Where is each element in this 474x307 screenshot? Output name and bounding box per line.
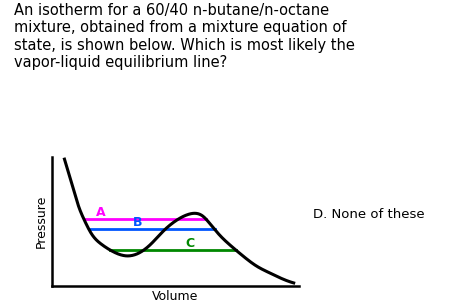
Text: B: B xyxy=(133,216,143,229)
Text: A: A xyxy=(96,206,106,219)
X-axis label: Volume: Volume xyxy=(152,290,199,303)
Text: D. None of these: D. None of these xyxy=(313,208,424,221)
Text: C: C xyxy=(185,237,195,250)
Y-axis label: Pressure: Pressure xyxy=(35,194,48,248)
Text: An isotherm for a 60/40 n-butane/n-octane
mixture, obtained from a mixture equat: An isotherm for a 60/40 n-butane/n-octan… xyxy=(14,3,355,70)
